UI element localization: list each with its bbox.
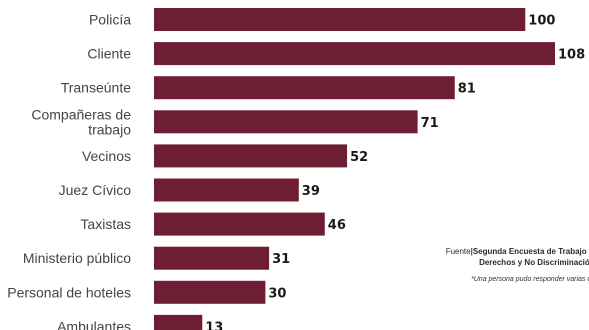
category-label-7: Ministerio público — [23, 250, 131, 266]
value-label-7: 31 — [272, 252, 290, 267]
source-separator: | — [470, 247, 473, 256]
category-label-line: Personal de hoteles — [7, 284, 131, 300]
bars-group — [154, 8, 555, 330]
bar-7 — [154, 246, 270, 270]
footnote: *Una persona pudo responder varias opcio… — [471, 276, 589, 283]
category-label-0: Policía — [89, 12, 131, 28]
category-label-line: Transeúnte — [61, 80, 132, 96]
category-label-line: Compañeras de — [31, 106, 131, 122]
source-title-1: Segunda Encuesta de Trabajo Sexu — [472, 247, 589, 256]
category-label-1: Cliente — [87, 46, 131, 62]
value-label-5: 39 — [302, 184, 320, 199]
bar-3 — [154, 110, 418, 134]
value-label-4: 52 — [350, 150, 368, 165]
bar-8 — [154, 280, 266, 304]
category-label-line: Ministerio público — [23, 250, 131, 266]
category-label-line: Juez Cívico — [59, 182, 132, 198]
value-label-3: 71 — [421, 116, 439, 131]
category-labels-group: Policía Cliente Transeúnte Compañeras de tra… — [7, 12, 131, 330]
category-label-8: Personal de hoteles — [7, 284, 131, 300]
value-label-1: 108 — [558, 48, 585, 63]
bar-2 — [154, 76, 455, 100]
source-prefix: Fuente — [445, 247, 471, 256]
value-labels-group: 100 108 81 71 52 39 46 31 30 13 — [205, 14, 585, 330]
bar-9 — [154, 314, 203, 330]
category-label-2: Transeúnte — [61, 80, 132, 96]
bar-5 — [154, 178, 299, 202]
value-label-9: 13 — [205, 320, 223, 330]
category-label-line: Cliente — [87, 46, 131, 62]
category-label-line: Taxistas — [80, 216, 131, 232]
bar-0 — [154, 8, 526, 31]
category-label-line: trabajo — [88, 121, 131, 137]
source-line-2: Derechos y No Discriminación, 20 — [479, 258, 589, 267]
category-label-3: Compañeras de trabajo — [31, 106, 131, 137]
source-note: Fuente|Segunda Encuesta de Trabajo Sexu … — [388, 246, 589, 285]
value-label-2: 81 — [458, 82, 476, 97]
value-label-8: 30 — [268, 286, 286, 301]
bar-4 — [154, 144, 348, 168]
category-label-9: Ambulantes — [57, 318, 131, 330]
category-label-line: Vecinos — [82, 148, 131, 164]
value-label-6: 46 — [328, 218, 346, 233]
bar-6 — [154, 212, 325, 236]
category-label-line: Policía — [89, 12, 131, 28]
category-label-5: Juez Cívico — [59, 182, 132, 198]
source-line-1: Fuente|Segunda Encuesta de Trabajo Sexu — [388, 246, 589, 257]
value-label-0: 100 — [528, 14, 555, 29]
category-label-6: Taxistas — [80, 216, 131, 232]
category-label-line: Ambulantes — [57, 318, 131, 330]
bar-1 — [154, 42, 555, 66]
category-label-4: Vecinos — [82, 148, 131, 164]
